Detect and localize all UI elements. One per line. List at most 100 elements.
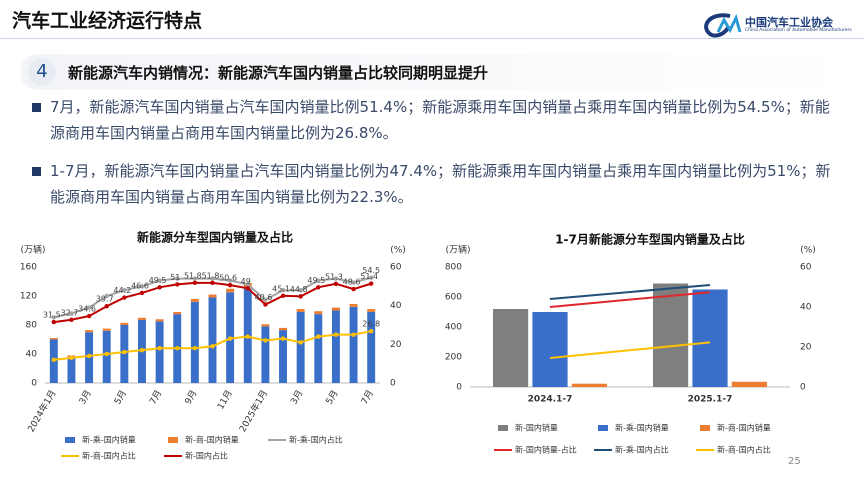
bullet-text: 7月，新能源汽车国内销量占汽车国内销量比例51.4%；新能源乘用车国内销量占乘用…: [50, 98, 830, 142]
section-heading: 新能源汽车内销情况：新能源汽车国内销量占比较同期明显提升: [68, 64, 489, 82]
y2-tick-label: 60: [800, 263, 812, 273]
bar: [349, 306, 358, 383]
data-label: 54.5: [362, 266, 380, 275]
x-tick-label: 2024.1-7: [528, 395, 573, 405]
line-marker: [368, 328, 374, 334]
logo-english: China Association of Automobile Manufact…: [745, 28, 852, 33]
line-marker: [263, 297, 268, 303]
page-number: 25: [788, 456, 801, 467]
line-marker: [139, 290, 145, 296]
y-tick-label: 600: [445, 293, 462, 303]
line-marker: [227, 282, 233, 288]
legend-label: 新-商-国内销量: [717, 423, 771, 433]
bar: [314, 314, 323, 383]
bar: [296, 311, 305, 383]
data-label: 49: [241, 277, 251, 286]
line-marker: [245, 282, 250, 287]
data-label: 44.8: [290, 285, 308, 294]
legend-label: 新-乘-国内销量: [615, 423, 669, 433]
y-axis-label: (万辆): [445, 244, 470, 256]
y-tick-label: 80: [26, 321, 38, 331]
line-marker: [298, 340, 303, 345]
legend-swatch: [65, 437, 75, 443]
line-marker: [245, 334, 250, 339]
legend-label: 新-商-国内占比: [82, 451, 136, 461]
line-marker: [175, 282, 180, 287]
line-marker: [192, 276, 198, 281]
line-marker: [157, 285, 162, 290]
y2-tick-label: 40: [800, 303, 812, 313]
data-label: 46.6: [131, 281, 149, 290]
chart-title: 新能源分车型国内销量及占比: [137, 230, 293, 245]
x-tick-label: 5月: [112, 388, 129, 406]
data-label: 31.5: [43, 311, 61, 320]
line-marker: [333, 276, 339, 281]
bar: [208, 294, 217, 298]
bar: [279, 330, 287, 383]
bar: [190, 298, 199, 302]
line-marker: [175, 276, 180, 281]
data-label: 44.2: [113, 286, 131, 295]
bar: [652, 283, 689, 387]
y-tick-label: 40: [26, 350, 38, 360]
line-marker: [263, 302, 268, 307]
data-label: 51.8: [184, 271, 202, 280]
y2-tick-label: 60: [390, 263, 402, 273]
data-label: 26.8: [362, 320, 380, 329]
line-marker: [316, 278, 321, 283]
line-marker: [316, 334, 321, 339]
line-marker: [210, 276, 215, 281]
line-marker: [104, 351, 109, 357]
line-marker: [157, 346, 162, 351]
legend-label: 新-乘-国内销量: [82, 435, 136, 445]
line-marker: [210, 280, 215, 286]
y2-tick-label: 0: [390, 379, 396, 389]
bar: [367, 309, 376, 312]
bar: [138, 317, 146, 320]
legend-swatch: [700, 425, 710, 431]
line-marker: [192, 280, 198, 286]
y-tick-label: 160: [20, 263, 37, 273]
bar: [155, 319, 164, 322]
y2-axis-label: (%): [800, 246, 816, 256]
line-marker: [298, 294, 303, 299]
logo-name: 中国汽车工业协会: [745, 16, 833, 29]
data-label: 51.8: [202, 271, 220, 280]
data-label: 34.6: [78, 305, 96, 314]
legend-swatch: [168, 437, 178, 443]
bar: [349, 303, 358, 307]
line-marker: [192, 346, 198, 351]
legend-label: 新-商-国内占比: [717, 445, 771, 455]
line-marker: [104, 304, 109, 309]
line-marker: [157, 278, 162, 283]
line-marker: [227, 336, 233, 341]
line: [549, 284, 711, 300]
legend-label: 新-乘-国内占比: [615, 445, 669, 455]
data-label: 45.1: [272, 284, 290, 293]
bar: [261, 326, 270, 383]
bar: [67, 356, 76, 383]
bar: [731, 381, 768, 387]
line-marker: [86, 313, 92, 319]
x-tick-label: 2024年1月: [25, 388, 59, 434]
line: [549, 291, 711, 308]
legend-swatch: [598, 425, 608, 431]
legend-label: 新-国内销量: [515, 423, 558, 433]
legend-label: 新-乘-国内占比: [289, 435, 343, 445]
x-tick-label: 5月: [324, 388, 341, 406]
data-label: 32.7: [61, 308, 79, 317]
line-marker: [368, 281, 374, 286]
bar: [296, 309, 305, 312]
y2-tick-label: 0: [800, 383, 806, 393]
line-marker: [139, 347, 145, 353]
line-marker: [69, 355, 74, 361]
chart-title: 1-7月新能源分车型国内销量及占比: [555, 232, 745, 247]
section-band: [20, 54, 850, 90]
bar: [331, 310, 340, 383]
legend-label: 新-商-国内销量: [185, 435, 239, 445]
x-tick-label: 2025年1月: [236, 388, 270, 434]
bar: [120, 322, 129, 325]
bullet-marker: [32, 103, 41, 112]
